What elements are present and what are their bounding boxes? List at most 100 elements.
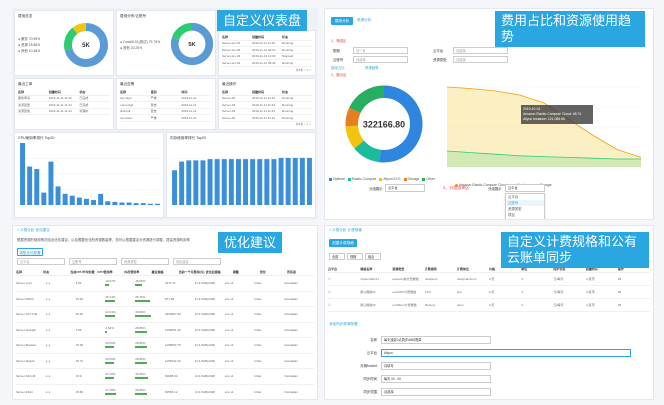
form-input[interactable]: 请选择 bbox=[381, 388, 491, 396]
dropdown-option[interactable]: 资源类型 bbox=[508, 206, 522, 211]
donut-slice[interactable] bbox=[171, 22, 193, 41]
table-row[interactable]: net-down 严重 2019-11-12 bbox=[120, 115, 212, 122]
table-row[interactable]: ☐ 默认规格02 ecs/Mem计费规格 Memory mem 1/天 3 元/每月 人民币 25 bbox=[328, 299, 650, 312]
dropdown-option[interactable]: 项目 bbox=[508, 212, 515, 217]
filter-select[interactable]: 请选择 bbox=[353, 56, 408, 63]
bar[interactable] bbox=[147, 203, 153, 205]
bar[interactable] bbox=[140, 203, 146, 205]
filter-select[interactable]: 云账号 bbox=[69, 258, 117, 265]
row-checkbox[interactable]: ☐ bbox=[328, 290, 331, 294]
table-row[interactable]: mem-high 警告 2019-11-11 bbox=[120, 102, 212, 109]
breadcrumb[interactable]: < 计费分析 优化建议 bbox=[17, 228, 50, 232]
breadcrumb[interactable]: < 计费分析 计费规格 bbox=[329, 228, 362, 232]
donut-slice[interactable] bbox=[64, 23, 108, 67]
server-name[interactable]: Server-jNubt bbox=[16, 389, 33, 394]
dropdown-option[interactable]: 部门 bbox=[506, 218, 544, 220]
server-name[interactable]: Server-GyhqEt bbox=[16, 327, 36, 332]
bar[interactable] bbox=[83, 198, 89, 205]
bar[interactable] bbox=[278, 157, 284, 205]
bar[interactable] bbox=[20, 143, 26, 205]
bar[interactable] bbox=[193, 160, 199, 205]
table-row[interactable]: cpu-high 严重 2019-11-11 bbox=[120, 96, 212, 102]
table-row[interactable]: Server-sm-03 2019-11-13 12:00 Stopped bbox=[222, 54, 312, 60]
bar[interactable] bbox=[105, 201, 111, 205]
legend-item[interactable]: Aliyun ECS bbox=[379, 177, 401, 182]
bar[interactable] bbox=[27, 166, 33, 205]
bar[interactable] bbox=[243, 159, 249, 205]
table-row[interactable]: Server-Sir1m8 ● ● 15.9 22.40% 32.96% 60088.34… bbox=[16, 369, 314, 385]
filter-select[interactable]: 请选择 bbox=[453, 56, 508, 63]
bar[interactable] bbox=[200, 160, 206, 205]
bar[interactable] bbox=[91, 200, 97, 205]
tab-resource-analysis[interactable]: 资源分析 bbox=[357, 18, 372, 22]
donut-slice[interactable] bbox=[345, 125, 365, 149]
server-name[interactable]: Server-Sir1m8 bbox=[16, 374, 36, 379]
pagination[interactable]: 共8条 < 1 > bbox=[295, 122, 311, 126]
legend-item[interactable]: Storage bbox=[403, 177, 419, 182]
table-row[interactable]: Server-03 2019-11-11 11:44 Running bbox=[222, 109, 312, 115]
table-row[interactable]: ☐ nXpecndtA 01 ecs(ecs)的计费规格 Host(ecs) rdsdy… bbox=[328, 273, 650, 286]
donut-slice[interactable] bbox=[354, 140, 382, 163]
bar[interactable] bbox=[62, 193, 68, 205]
filter-select[interactable]: 优化建议 bbox=[173, 258, 221, 265]
table-row[interactable]: Server-04 2019-11-11 11:44 Running bbox=[222, 115, 312, 122]
server-name[interactable]: Server-Dpqsb bbox=[16, 358, 35, 363]
legend-item[interactable]: Other bbox=[422, 177, 435, 182]
donut-slice[interactable] bbox=[170, 22, 214, 66]
bar[interactable] bbox=[34, 169, 40, 205]
donut-slice[interactable] bbox=[345, 107, 361, 127]
legend-item[interactable]: Optimal bbox=[329, 177, 345, 182]
bar[interactable] bbox=[41, 192, 47, 205]
trend-series-line[interactable] bbox=[446, 150, 641, 160]
bar[interactable] bbox=[285, 157, 291, 205]
table-row[interactable]: Server-sm-01 2019-11-11 11:46 Running bbox=[222, 41, 312, 47]
bar[interactable] bbox=[221, 159, 227, 205]
adjust-config-button[interactable]: 调整优化配置 bbox=[17, 248, 43, 256]
donut-slice[interactable] bbox=[64, 27, 78, 51]
table-row[interactable]: 资源变更 2019-11-11 11:44 已完成 bbox=[18, 102, 110, 109]
donut-slice[interactable] bbox=[72, 23, 87, 35]
server-name[interactable]: Server-ycyn bbox=[16, 281, 33, 286]
group-select-2[interactable]: 云平台 bbox=[505, 184, 545, 192]
create-spec-button[interactable]: 创建计费规格 bbox=[329, 239, 357, 247]
bar[interactable] bbox=[76, 197, 82, 205]
trend-series-line[interactable] bbox=[446, 86, 642, 158]
table-row[interactable]: Server-GyhqEt ● ● 5.06 4.62% 28.86% 1158051.4… bbox=[16, 323, 314, 338]
bar[interactable] bbox=[250, 159, 256, 205]
bar[interactable] bbox=[214, 159, 220, 205]
form-input[interactable]: 每天凌晨0点同步AWS账单 bbox=[381, 336, 491, 344]
bar[interactable] bbox=[271, 159, 277, 205]
row-checkbox[interactable]: ☐ bbox=[328, 277, 331, 281]
bar[interactable] bbox=[186, 160, 192, 205]
row-checkbox[interactable]: ☐ bbox=[328, 303, 331, 307]
bar[interactable] bbox=[112, 201, 118, 205]
view-cost-share[interactable]: 费用占比 bbox=[331, 66, 345, 70]
view-resource-trend[interactable]: 资源趋势 bbox=[365, 66, 379, 70]
table-row[interactable]: Server-jNubt ● ● 15.82 27.45% 28.86% 60566.12… bbox=[16, 385, 314, 400]
bar[interactable] bbox=[119, 202, 125, 205]
spec-tab[interactable]: 组合 bbox=[365, 253, 381, 260]
spec-tab[interactable]: 全部 bbox=[329, 253, 345, 260]
server-name[interactable]: Server-WiDzj bbox=[16, 296, 34, 301]
bar[interactable] bbox=[172, 170, 178, 205]
server-name[interactable]: Server-SzY1m8 bbox=[16, 312, 38, 317]
bar[interactable] bbox=[264, 159, 270, 205]
table-row[interactable]: Server-sm-02 2019-11-12 00:22 Running bbox=[222, 47, 312, 54]
table-row[interactable]: Server-02 2019-11-11 11:44 Running bbox=[222, 102, 312, 109]
table-row[interactable]: Server-Dpqsb ● ● 15.72 20.56% 28.86% 1158102.… bbox=[16, 354, 314, 369]
bar[interactable] bbox=[299, 157, 305, 205]
table-row[interactable]: Server-WiDzj ● ● 15.34 25.14% 35.76% 871.86 1C… bbox=[16, 292, 314, 307]
bar[interactable] bbox=[48, 161, 54, 205]
legend-item[interactable]: Elastic Compute bbox=[347, 177, 376, 182]
bar[interactable] bbox=[235, 159, 241, 205]
table-row[interactable]: 资源回收 2019-11-11 11:44 处理中 bbox=[18, 109, 110, 115]
bar[interactable] bbox=[133, 203, 139, 205]
filter-select[interactable]: 请选择 bbox=[453, 47, 508, 54]
filter-select[interactable]: 近一月 bbox=[353, 47, 408, 54]
server-name[interactable]: Server-Bmwwe bbox=[16, 343, 37, 348]
bar[interactable] bbox=[126, 202, 132, 205]
bar[interactable] bbox=[207, 159, 213, 205]
bar[interactable] bbox=[55, 186, 61, 205]
bar[interactable] bbox=[292, 157, 298, 205]
bar[interactable] bbox=[306, 157, 312, 205]
